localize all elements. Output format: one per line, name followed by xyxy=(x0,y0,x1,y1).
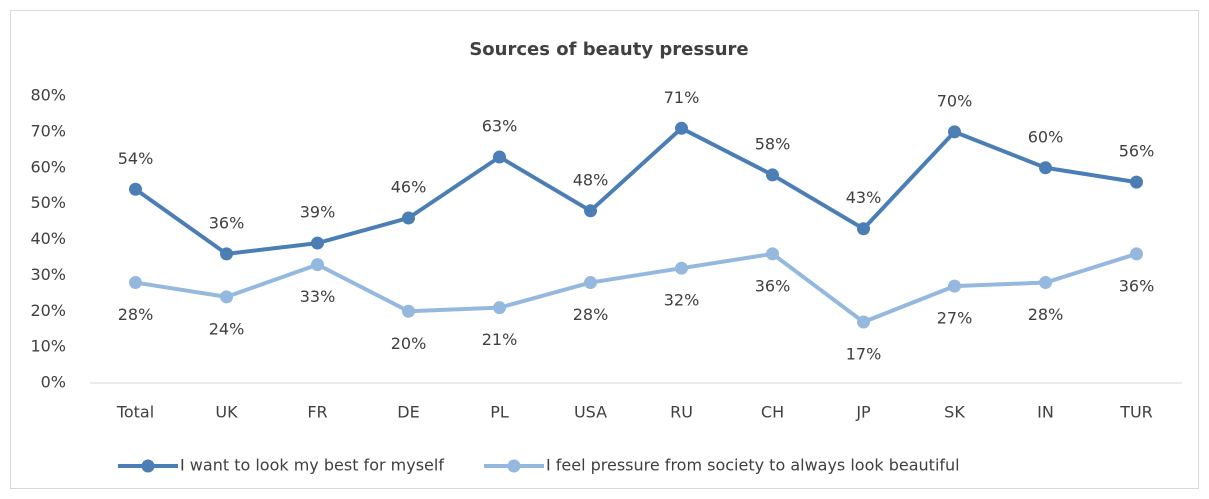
x-tick-label: TUR xyxy=(1119,403,1153,422)
data-label: 54% xyxy=(118,149,154,168)
data-label: 63% xyxy=(482,116,518,135)
point xyxy=(311,258,324,272)
data-label: 27% xyxy=(937,309,973,328)
x-tick-label: USA xyxy=(574,403,607,422)
point xyxy=(493,301,506,315)
data-label: 24% xyxy=(209,319,245,338)
data-label: 71% xyxy=(664,88,700,107)
point xyxy=(1039,276,1052,290)
point xyxy=(1039,161,1052,175)
x-tick-label: PL xyxy=(490,403,509,422)
legend-label: I feel pressure from society to always l… xyxy=(546,456,960,475)
x-tick-label: Total xyxy=(116,403,154,422)
point xyxy=(311,236,324,250)
data-label: 28% xyxy=(1028,305,1064,324)
point xyxy=(220,290,233,304)
legend-marker xyxy=(507,459,521,473)
chart-title: Sources of beauty pressure xyxy=(469,39,748,60)
data-label: 48% xyxy=(573,170,609,189)
x-tick-label: FR xyxy=(307,403,327,422)
y-tick-label: 20% xyxy=(30,301,66,320)
data-label: 36% xyxy=(1119,276,1155,295)
data-label: 70% xyxy=(937,91,973,110)
y-tick-label: 50% xyxy=(30,193,66,212)
point xyxy=(766,247,779,261)
point xyxy=(766,168,779,182)
point xyxy=(402,304,415,318)
point xyxy=(584,276,597,290)
y-tick-label: 10% xyxy=(30,337,66,356)
point xyxy=(675,121,688,135)
data-label: 58% xyxy=(755,134,791,153)
series-line xyxy=(134,126,1137,256)
point xyxy=(1130,175,1143,189)
point xyxy=(675,261,688,275)
y-tick-label: 30% xyxy=(30,265,66,284)
y-tick-label: 70% xyxy=(30,121,66,140)
x-tick-label: JP xyxy=(855,403,871,422)
point xyxy=(493,150,506,164)
y-tick-label: 40% xyxy=(30,229,66,248)
point xyxy=(220,247,233,261)
point xyxy=(129,182,142,196)
x-tick-label: RU xyxy=(670,403,693,422)
y-tick-label: 0% xyxy=(41,373,66,392)
point xyxy=(129,276,142,290)
data-label: 56% xyxy=(1119,142,1155,161)
point xyxy=(1130,247,1143,261)
data-label: 36% xyxy=(209,213,245,232)
series-line xyxy=(135,251,1138,325)
x-tick-label: SK xyxy=(944,403,965,422)
x-tick-label: DE xyxy=(397,403,419,422)
data-label: 39% xyxy=(300,203,336,222)
point xyxy=(948,279,961,293)
x-tick-label: IN xyxy=(1037,403,1054,422)
point xyxy=(948,125,961,139)
point xyxy=(402,211,415,225)
data-label: 43% xyxy=(846,188,882,207)
x-tick-label: CH xyxy=(761,403,784,422)
legend-marker xyxy=(141,459,155,473)
data-label: 28% xyxy=(118,305,154,324)
y-tick-label: 80% xyxy=(30,86,66,105)
chart-border xyxy=(10,10,1199,489)
data-label: 21% xyxy=(482,330,518,349)
data-label: 60% xyxy=(1028,127,1064,146)
point xyxy=(584,204,597,218)
data-label: 36% xyxy=(755,276,791,295)
data-label: 17% xyxy=(846,345,882,364)
y-tick-label: 60% xyxy=(30,157,66,176)
data-label: 33% xyxy=(300,287,336,306)
legend-label: I want to look my best for myself xyxy=(180,456,444,475)
data-label: 20% xyxy=(391,334,427,353)
point xyxy=(857,315,870,329)
x-tick-label: UK xyxy=(215,403,238,422)
data-label: 28% xyxy=(573,305,609,324)
point xyxy=(857,222,870,236)
data-label: 32% xyxy=(664,291,700,310)
data-label: 46% xyxy=(391,177,427,196)
